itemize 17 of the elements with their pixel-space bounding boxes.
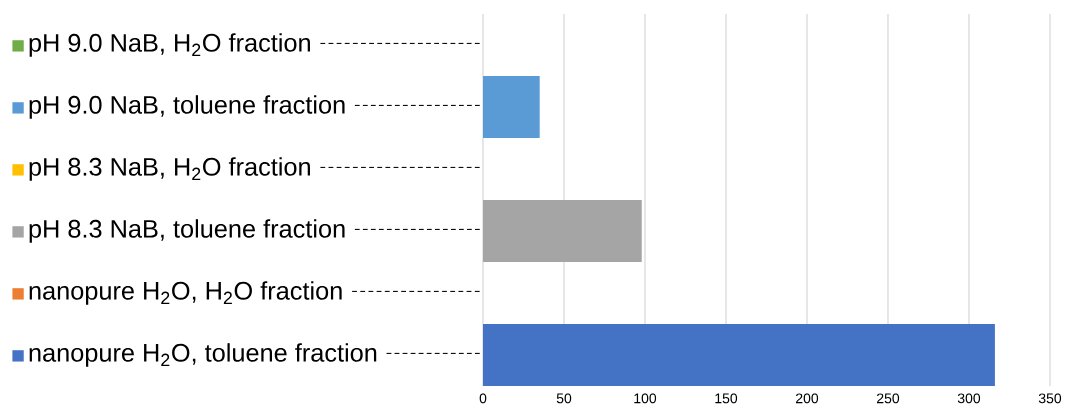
x-tick-label: 300	[957, 393, 981, 404]
y-tick-label: nanopure H$_{2}$O, H$_{2}$O fraction	[29, 281, 342, 305]
x-tick-label: 250	[877, 393, 900, 404]
y-tick-label: nanopure H$_{2}$O, toluene fraction	[29, 343, 377, 367]
x-tick-label: 150	[715, 393, 738, 404]
x-tick-label: 0	[479, 393, 487, 404]
y-tick-label: pH 8.3 NaB, toluene fraction	[29, 219, 345, 243]
x-tick-label: 50	[556, 393, 572, 404]
bar	[483, 200, 642, 262]
x-tick-label: 350	[1038, 393, 1062, 404]
x-tick-label: 100	[634, 393, 657, 404]
y-tick-label: pH 8.3 NaB, H$_{2}$O fraction	[29, 157, 310, 181]
y-tick-label: pH 9.0 NaB, toluene fraction	[29, 95, 345, 119]
y-tick-label: pH 9.0 NaB, H$_{2}$O fraction	[29, 33, 310, 57]
x-tick-label: 200	[796, 393, 819, 404]
bar	[483, 323, 995, 386]
bar	[483, 76, 540, 138]
